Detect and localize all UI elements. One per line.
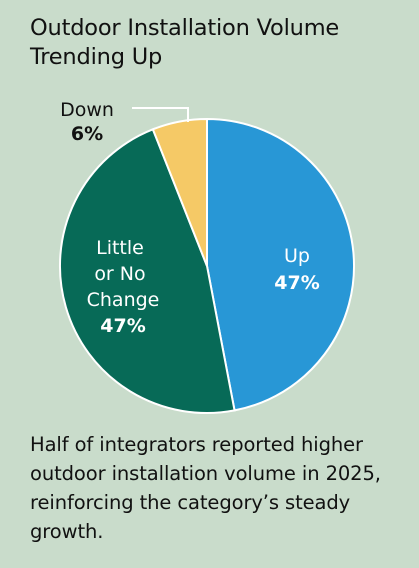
slice-label-little-or-no-change: Little or No Change: [87, 237, 160, 311]
slice-value-little-or-no-change: 47%: [100, 315, 145, 337]
slice-label-up: Up: [284, 245, 310, 267]
slice-label-line-2: or No: [94, 263, 145, 285]
slice-value-up: 47%: [274, 272, 319, 294]
chart-caption: Half of integrators reported higher outd…: [30, 433, 381, 543]
slice-label-down: Down: [60, 99, 114, 121]
slice-label-line-3: Change: [87, 289, 160, 311]
pie-slice-little-or-no-change: [59, 128, 236, 414]
slice-label-line-1: Little: [96, 237, 144, 259]
pie-slice-down: [151, 117, 208, 267]
pie-slice-up: [206, 117, 356, 412]
pie-slices: [59, 117, 356, 414]
slice-value-down: 6%: [71, 123, 103, 145]
leader-line-down: [132, 107, 189, 122]
chart-title: Outdoor Installation Volume Trending Up: [30, 15, 340, 70]
